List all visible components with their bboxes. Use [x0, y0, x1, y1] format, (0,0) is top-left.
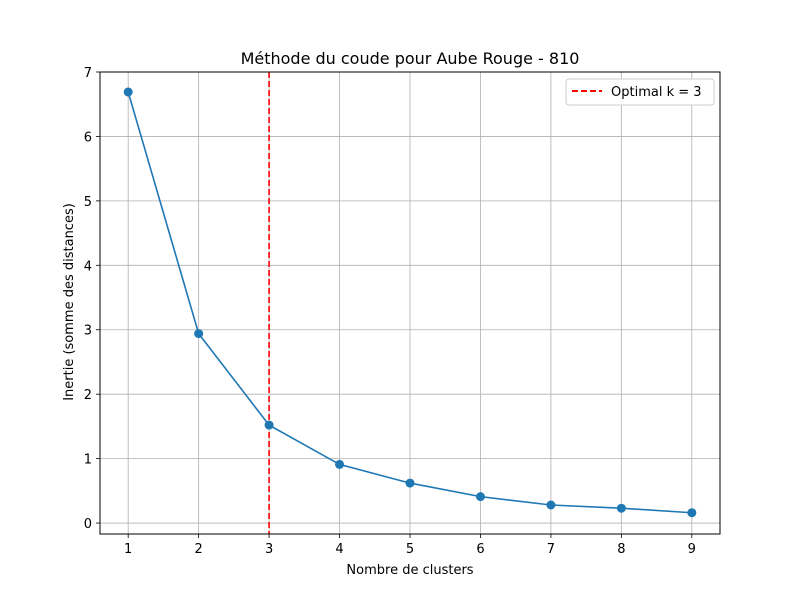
x-tick-label: 9 [688, 542, 696, 557]
legend: Optimal k = 3 [565, 78, 715, 106]
series-layer [123, 87, 697, 518]
y-tick-label: 5 [84, 195, 92, 210]
chart-title: Méthode du coude pour Aube Rouge - 810 [241, 49, 580, 68]
y-tick-label: 0 [84, 517, 92, 532]
axis-ticks: 1 2 3 4 5 6 7 8 9 0 1 2 3 4 5 6 7 [84, 66, 696, 557]
data-point [335, 459, 345, 469]
y-tick-label: 2 [84, 388, 92, 403]
x-tick-label: 1 [124, 542, 132, 557]
x-tick-label: 5 [406, 542, 414, 557]
x-tick-label: 3 [265, 542, 273, 557]
data-point [687, 508, 697, 518]
legend-box [565, 78, 715, 106]
x-tick-label: 6 [476, 542, 484, 557]
y-tick-label: 4 [84, 259, 92, 274]
data-point [123, 87, 133, 97]
data-point [616, 503, 626, 513]
x-tick-label: 8 [617, 542, 625, 557]
data-point [475, 492, 485, 502]
x-axis-label: Nombre de clusters [346, 563, 473, 578]
data-point [264, 420, 274, 430]
x-tick-label: 2 [194, 542, 202, 557]
y-tick-label: 7 [84, 66, 92, 81]
x-tick-label: 7 [547, 542, 555, 557]
data-point [194, 329, 204, 339]
data-point [546, 500, 556, 510]
legend-label-optimal-k: Optimal k = 3 [611, 85, 702, 100]
y-axis-label: Inertie (somme des distances) [62, 203, 77, 401]
y-tick-label: 3 [84, 324, 92, 339]
y-tick-label: 6 [84, 130, 92, 145]
data-point [405, 478, 415, 488]
x-tick-label: 4 [335, 542, 343, 557]
y-tick-label: 1 [84, 453, 92, 468]
